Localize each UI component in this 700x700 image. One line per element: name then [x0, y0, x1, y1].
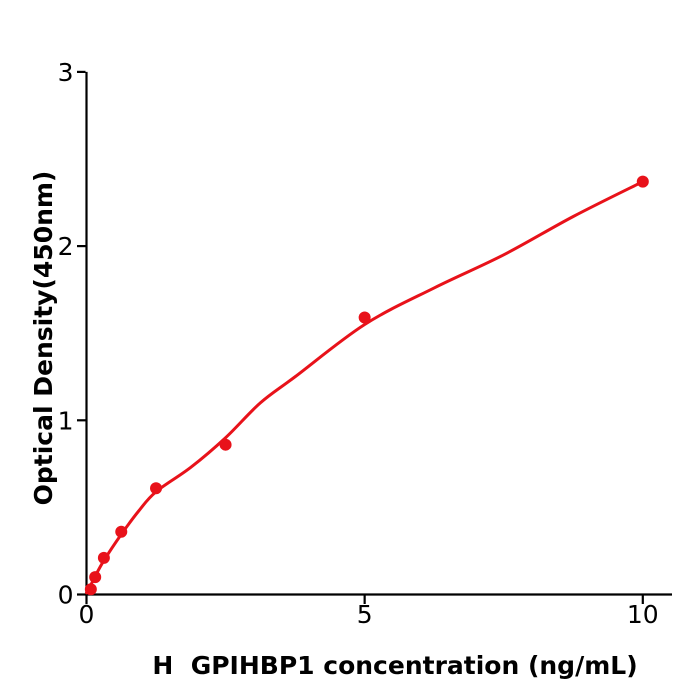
x-tick-label: 5: [357, 600, 373, 629]
y-tick-label: 0: [58, 581, 74, 610]
y-tick-label: 1: [58, 406, 74, 435]
data-point: [219, 438, 232, 451]
data-point: [115, 525, 128, 538]
data-point: [150, 482, 163, 495]
y-tick-label: 3: [58, 58, 74, 87]
data-point: [97, 551, 110, 564]
y-axis-title: Optical Density(450nm): [29, 170, 58, 506]
fit-curve: [85, 180, 645, 595]
y-tick-label: 2: [58, 232, 74, 261]
x-tick-label: 10: [627, 600, 659, 629]
data-point: [358, 311, 371, 324]
x-tick-label: 0: [79, 600, 95, 629]
x-axis-title: H GPIHBP1 concentration (ng/mL): [152, 651, 638, 680]
data-point: [636, 175, 649, 188]
data-point: [89, 571, 102, 584]
data-point: [84, 583, 97, 596]
